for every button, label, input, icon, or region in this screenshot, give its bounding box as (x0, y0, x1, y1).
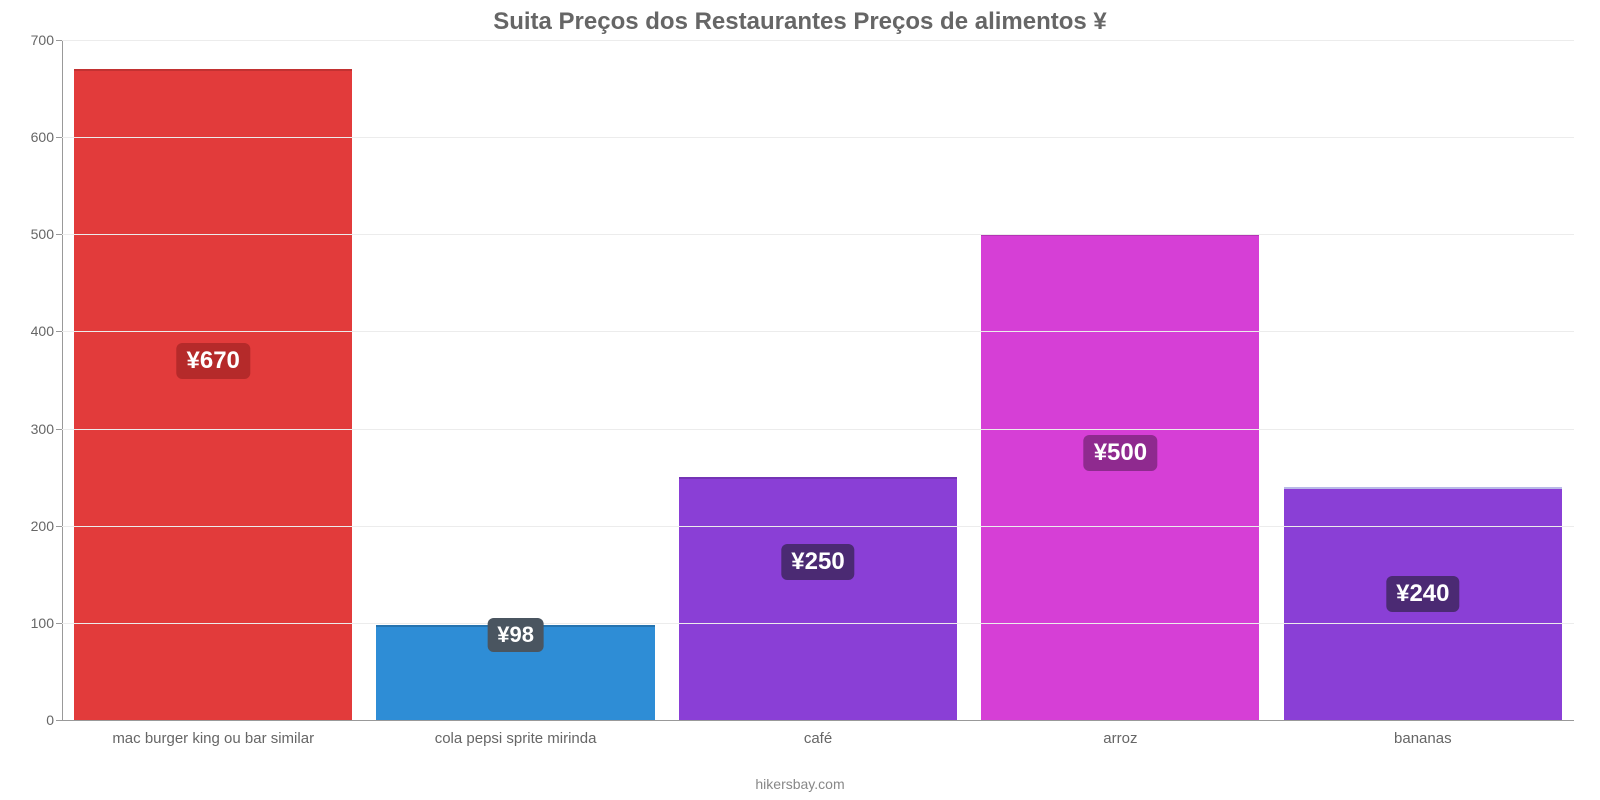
value-badge: ¥98 (487, 618, 544, 652)
x-category-label: bananas (1394, 720, 1452, 747)
footer-attribution: hikersbay.com (755, 776, 844, 792)
bar (679, 477, 957, 720)
value-badge: ¥500 (1084, 435, 1157, 471)
bar (981, 234, 1259, 720)
bar-top-line (679, 477, 957, 479)
value-badge: ¥250 (781, 544, 854, 580)
ytick-label: 700 (31, 32, 62, 48)
gridline (62, 137, 1574, 138)
gridline (62, 526, 1574, 527)
x-category-label: café (804, 720, 832, 747)
plot-area: 0100200300400500600700¥670mac burger kin… (62, 40, 1574, 720)
chart-container: Suita Preços dos Restaurantes Preços de … (0, 0, 1600, 800)
ytick-label: 400 (31, 323, 62, 339)
ytick-label: 100 (31, 615, 62, 631)
ytick-label: 500 (31, 226, 62, 242)
x-category-label: arroz (1103, 720, 1137, 747)
bars-layer (62, 40, 1574, 720)
gridline (62, 331, 1574, 332)
bar-top-line (1284, 487, 1562, 489)
value-badge: ¥240 (1386, 576, 1459, 612)
value-badge: ¥670 (176, 343, 249, 379)
gridline (62, 623, 1574, 624)
gridline (62, 234, 1574, 235)
ytick-label: 0 (46, 712, 62, 728)
gridline (62, 429, 1574, 430)
ytick-label: 600 (31, 129, 62, 145)
gridline (62, 40, 1574, 41)
ytick-label: 200 (31, 518, 62, 534)
bar-top-line (74, 69, 352, 71)
ytick-label: 300 (31, 421, 62, 437)
x-category-label: cola pepsi sprite mirinda (435, 720, 597, 747)
x-category-label: mac burger king ou bar similar (112, 720, 314, 747)
chart-title: Suita Preços dos Restaurantes Preços de … (0, 0, 1600, 36)
